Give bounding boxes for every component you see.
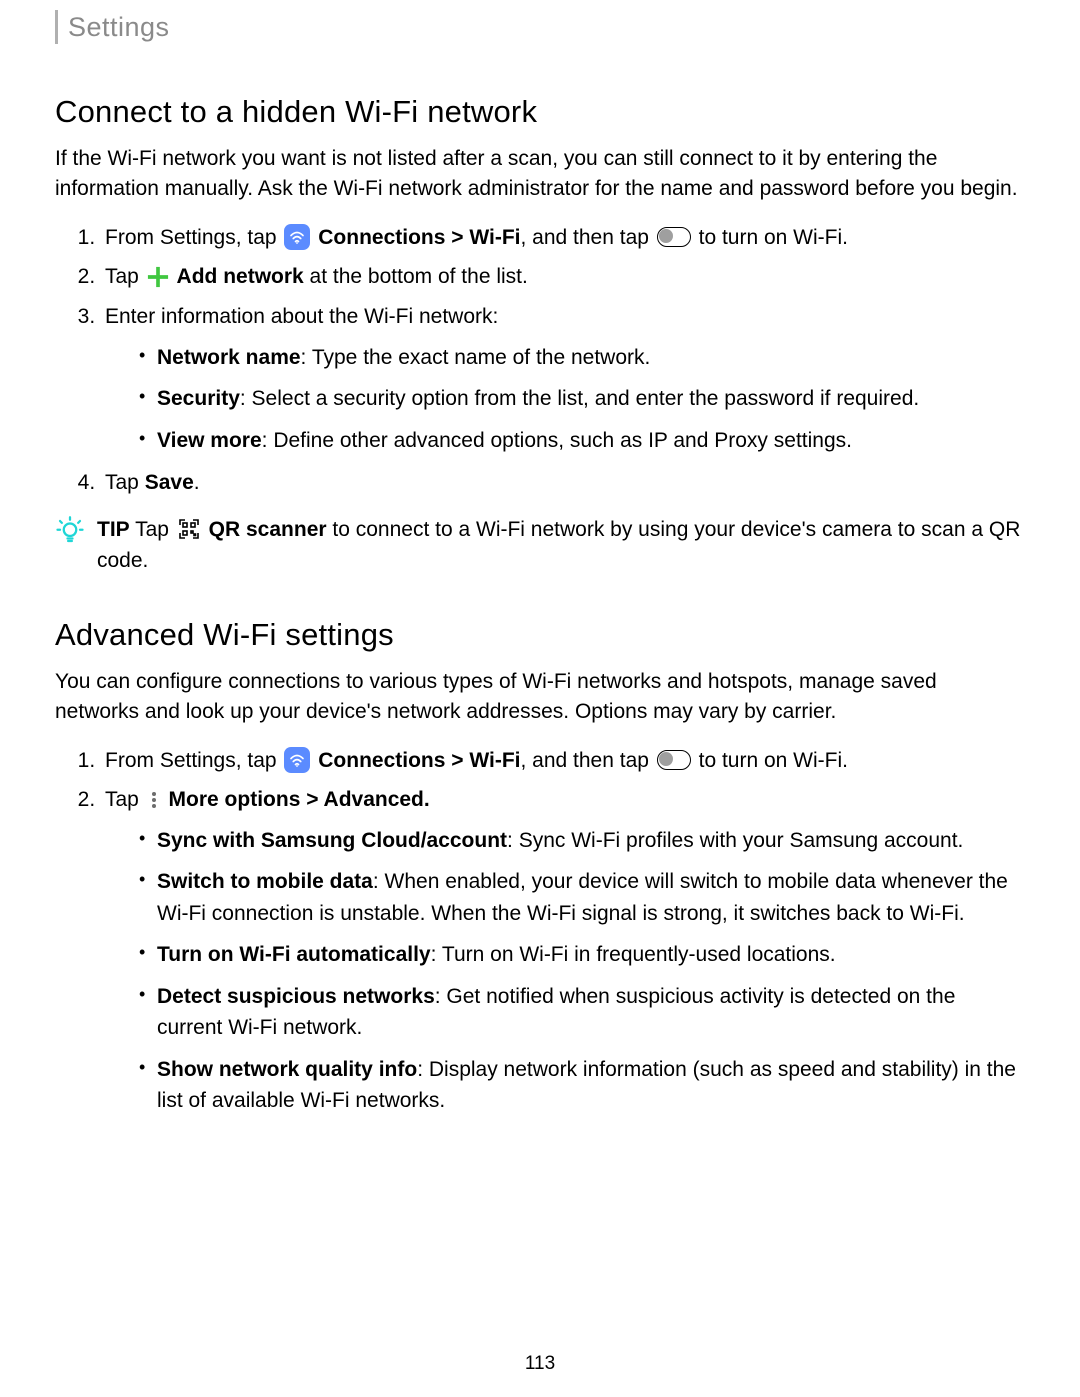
more-options-icon [148,790,160,810]
s2-step2: Tap More options > Advanced. Sync with S… [101,783,1025,1117]
toggle-off-icon [657,750,691,770]
s1-step2-post: at the bottom of the list. [304,265,528,288]
s2-step2-pre: Tap [105,788,145,811]
s1-step4: Tap Save. [101,466,1025,500]
s1-step4-post: . [194,471,200,494]
s2-sub-auto: Turn on Wi-Fi automatically: Turn on Wi-… [139,939,1025,971]
s1-sub-net: : Type the exact name of the network. [301,346,651,369]
s1-step2-add: Add network [177,265,304,288]
header-title: Settings [68,12,170,43]
s1-sub-sec: : Select a security option from the list… [240,387,919,410]
s2-sub-mob-b: Switch to mobile data [157,870,373,893]
s1-sub-net-b: Network name [157,346,301,369]
tip-qr-b: QR scanner [209,518,327,541]
s2-sub-qual-b: Show network quality info [157,1058,417,1081]
toggle-off-icon [657,227,691,247]
tip-label: TIP [97,518,130,541]
s1-step4-pre: Tap [105,471,145,494]
header-accent-bar [55,10,58,44]
section1-steps: From Settings, tap Connections > Wi-Fi, … [55,221,1025,500]
s2-sub-quality: Show network quality info: Display netwo… [139,1054,1025,1117]
s1-step3-text: Enter information about the Wi-Fi networ… [105,305,498,328]
tip-block: TIP Tap QR scanner to connect to a Wi-Fi… [55,514,1025,577]
section-heading-advanced: Advanced Wi-Fi settings [55,617,1025,653]
s1-step1-post: to turn on Wi-Fi. [699,226,848,249]
s1-sub-viewmore: View more: Define other advanced options… [139,425,1025,457]
s2-sub-auto-b: Turn on Wi-Fi automatically [157,943,431,966]
s1-sub-security: Security: Select a security option from … [139,383,1025,415]
s1-step2: Tap Add network at the bottom of the lis… [101,260,1025,294]
s1-sub-network: Network name: Type the exact name of the… [139,342,1025,374]
lightbulb-icon [55,514,91,546]
s2-sub-sync-b: Sync with Samsung Cloud/account [157,829,507,852]
s1-step4-b: Save [145,471,194,494]
s1-sub-view: : Define other advanced options, such as… [262,429,852,452]
section-heading-hidden-wifi: Connect to a hidden Wi-Fi network [55,94,1025,130]
s2-sub-suspicious: Detect suspicious networks: Get notified… [139,981,1025,1044]
page-header: Settings [55,10,1025,44]
qr-scanner-icon [177,517,201,541]
s2-sub-sync: Sync with Samsung Cloud/account: Sync Wi… [139,825,1025,857]
s1-sub-view-b: View more [157,429,262,452]
s1-sublist: Network name: Type the exact name of the… [105,342,1025,457]
page: Settings Connect to a hidden Wi-Fi netwo… [0,0,1080,1397]
s1-step1-pre: From Settings, tap [105,226,282,249]
s2-step1-conn: Connections > Wi-Fi [318,749,520,772]
s2-step2-b: More options > Advanced. [169,788,430,811]
section2-intro: You can configure connections to various… [55,667,1025,728]
s2-step1-pre: From Settings, tap [105,749,282,772]
s2-sub-susp-b: Detect suspicious networks [157,985,435,1008]
page-number: 113 [0,1353,1080,1375]
s1-step1-conn: Connections > Wi-Fi [318,226,520,249]
s1-sub-sec-b: Security [157,387,240,410]
toggle-knob [659,229,673,243]
toggle-knob [659,752,673,766]
s1-step2-pre: Tap [105,265,145,288]
wifi-icon [284,224,310,250]
s2-step1: From Settings, tap Connections > Wi-Fi, … [101,744,1025,778]
s1-step3: Enter information about the Wi-Fi networ… [101,300,1025,456]
s2-sub-auto-t: : Turn on Wi-Fi in frequently-used locat… [431,943,836,966]
section1-intro: If the Wi-Fi network you want is not lis… [55,144,1025,205]
s1-step1: From Settings, tap Connections > Wi-Fi, … [101,221,1025,255]
s2-sub-mobile: Switch to mobile data: When enabled, you… [139,866,1025,929]
tip-pre: Tap [130,518,175,541]
s2-sub-sync-t: : Sync Wi-Fi profiles with your Samsung … [507,829,963,852]
section2: Advanced Wi-Fi settings You can configur… [55,617,1025,1117]
tip-text: TIP Tap QR scanner to connect to a Wi-Fi… [91,514,1025,577]
s2-sublist: Sync with Samsung Cloud/account: Sync Wi… [105,825,1025,1117]
plus-icon [147,266,169,288]
wifi-icon [284,747,310,773]
section2-steps: From Settings, tap Connections > Wi-Fi, … [55,744,1025,1117]
s1-step1-mid: , and then tap [520,226,654,249]
s2-step1-post: to turn on Wi-Fi. [699,749,848,772]
s2-step1-mid: , and then tap [520,749,654,772]
